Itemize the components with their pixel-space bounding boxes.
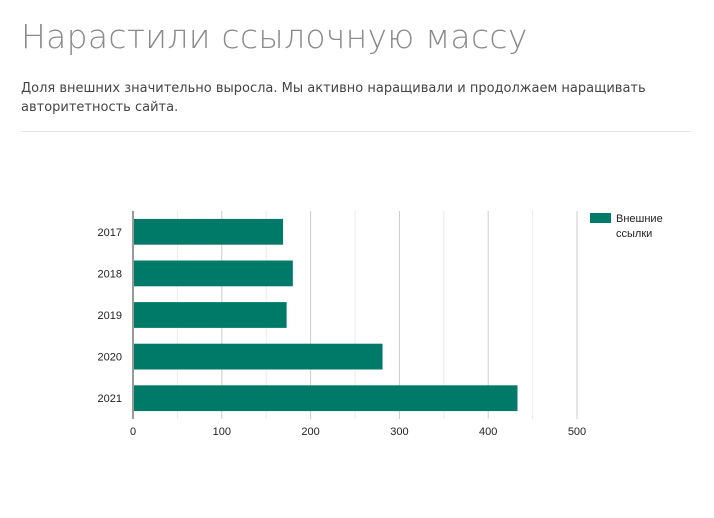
y-tick-label-2021: 2021 bbox=[98, 393, 122, 405]
x-tick-label-0: 0 bbox=[130, 426, 136, 438]
x-tick-label-300: 300 bbox=[390, 426, 408, 438]
page-lead: Доля внешних значительно выросла. Мы акт… bbox=[21, 81, 646, 115]
y-tick-label-2017: 2017 bbox=[98, 227, 122, 239]
bar-2017 bbox=[134, 218, 284, 245]
y-tick-label-2018: 2018 bbox=[98, 268, 122, 280]
bar-2019 bbox=[134, 302, 287, 328]
x-tick-label-500: 500 bbox=[568, 426, 586, 438]
chart-legend: Внешние ссылки bbox=[590, 213, 663, 240]
legend-label-line-1: Внешние bbox=[616, 213, 663, 225]
x-tick-label-200: 200 bbox=[301, 426, 319, 438]
y-tick-label-2019: 2019 bbox=[98, 310, 122, 322]
x-tick-label-400: 400 bbox=[479, 426, 497, 438]
legend-label-line-2: ссылки bbox=[616, 228, 652, 240]
page-title: Нарастили ссылочную массу bbox=[21, 17, 528, 56]
bar-2021 bbox=[134, 385, 518, 412]
section-divider bbox=[21, 131, 691, 132]
y-tick-label-2020: 2020 bbox=[98, 352, 122, 364]
x-axis-labels: 0 100 200 300 400 500 bbox=[130, 426, 586, 438]
bar-2020 bbox=[134, 343, 383, 370]
chart-bars bbox=[134, 218, 518, 412]
bar-2018 bbox=[134, 260, 293, 287]
y-axis-labels: 2017 2018 2019 2020 2021 bbox=[98, 227, 122, 405]
legend-swatch bbox=[590, 213, 611, 223]
x-tick-label-100: 100 bbox=[213, 426, 231, 438]
